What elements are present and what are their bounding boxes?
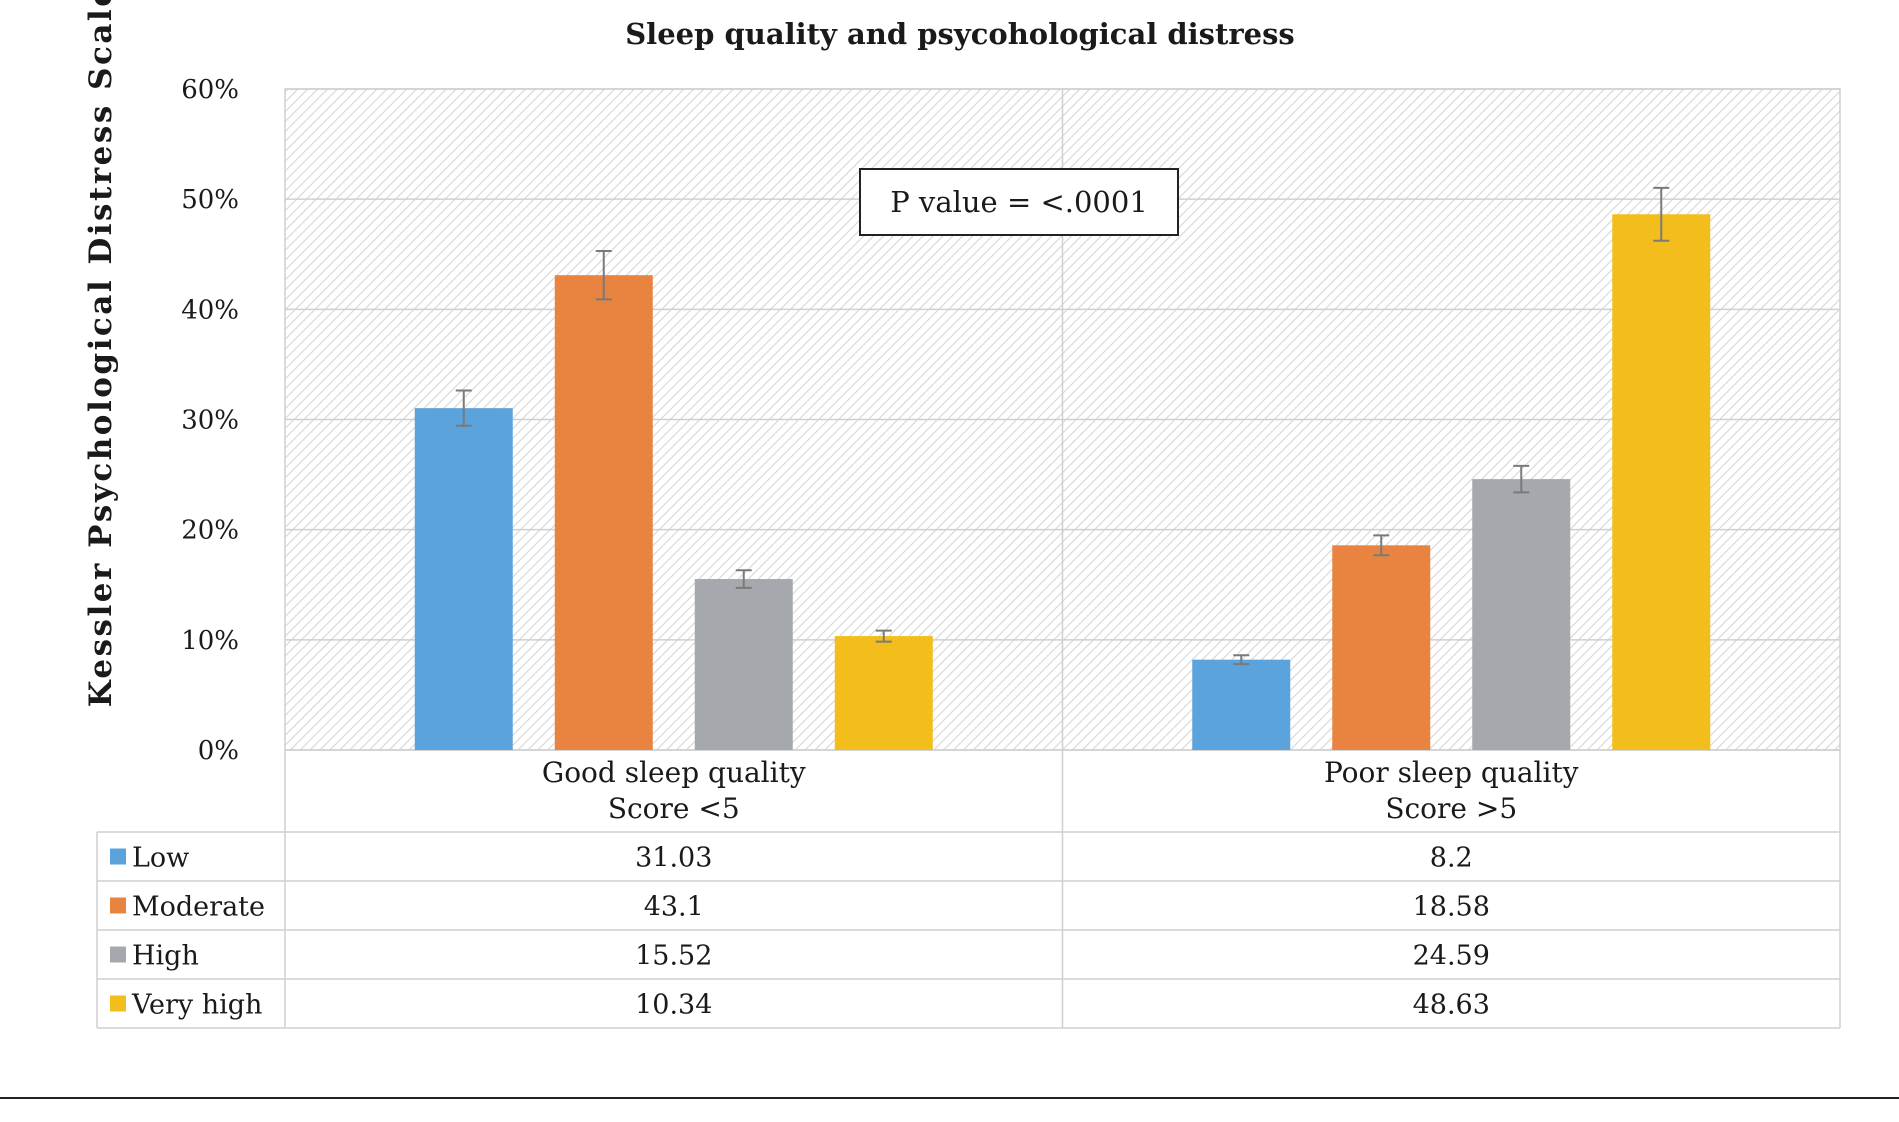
- table-cell: 8.2: [1430, 843, 1473, 874]
- legend-label: High: [132, 941, 199, 972]
- category-label: Score >5: [1385, 792, 1517, 825]
- y-axis-label: Kessler Psychological Distress Scale: [83, 0, 119, 707]
- category-label: Good sleep quality: [542, 756, 806, 789]
- y-tick-label: 50%: [181, 185, 239, 215]
- data-table: Low 31.03 8.2 Moderate 43.1 18.58 High 15.52 24.…: [110, 843, 1490, 1021]
- bar-very-high: [1612, 214, 1711, 750]
- table-cell: 31.03: [635, 843, 712, 874]
- table-cell: 24.59: [1413, 941, 1490, 972]
- legend-swatch: [110, 995, 126, 1012]
- y-tick-label: 40%: [181, 295, 239, 325]
- chart-title: Sleep quality and psycohological distres…: [625, 17, 1295, 51]
- bar-high: [694, 579, 793, 750]
- table-cell: 18.58: [1413, 892, 1490, 923]
- category-label: Score <5: [608, 792, 740, 825]
- data-table-grid: [0, 750, 1899, 1099]
- error-bars-group: [455, 186, 1670, 666]
- bar-very-high: [834, 636, 933, 750]
- table-cell: 10.34: [635, 990, 712, 1021]
- p-value-annotation: P value = <.0001: [859, 168, 1179, 236]
- y-tick-label: 20%: [181, 516, 239, 546]
- p-value-text: P value = <.0001: [890, 185, 1148, 219]
- legend-swatch: [110, 946, 126, 963]
- bar-moderate: [554, 275, 653, 750]
- y-tick-label: 30%: [181, 406, 239, 436]
- category-label: Poor sleep quality: [1324, 756, 1579, 789]
- legend-label: Very high: [131, 990, 262, 1021]
- bar-moderate: [1332, 545, 1431, 750]
- bar-low: [414, 408, 513, 750]
- y-axis-ticks: 0% 10% 20% 30% 40% 50% 60%: [181, 75, 239, 766]
- bar-low: [1192, 659, 1291, 750]
- y-tick-label: 10%: [181, 626, 239, 656]
- bar-high: [1472, 479, 1571, 750]
- legend-swatch: [110, 897, 126, 914]
- legend-swatch: [110, 848, 126, 865]
- bars-group: [414, 214, 1711, 750]
- table-cell: 48.63: [1413, 990, 1490, 1021]
- legend-label: Moderate: [132, 892, 265, 923]
- p-value-box: [859, 168, 1179, 236]
- y-tick-label: 0%: [198, 736, 239, 766]
- table-cell: 43.1: [644, 892, 704, 923]
- legend-label: Low: [132, 843, 189, 874]
- y-tick-label: 60%: [181, 75, 239, 105]
- table-cell: 15.52: [635, 941, 712, 972]
